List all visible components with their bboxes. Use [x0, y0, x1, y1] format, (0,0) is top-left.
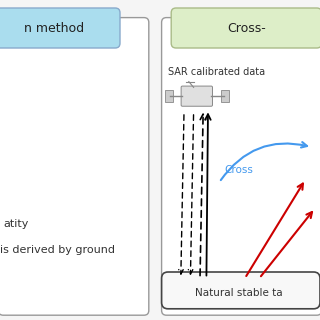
Text: Natural stable ta: Natural stable ta: [195, 288, 282, 298]
FancyBboxPatch shape: [181, 86, 212, 106]
Text: n method: n method: [24, 21, 84, 35]
Text: atity: atity: [3, 219, 28, 229]
Text: Cross-: Cross-: [227, 21, 266, 35]
FancyBboxPatch shape: [221, 90, 229, 102]
FancyBboxPatch shape: [165, 90, 173, 102]
Text: is derived by ground: is derived by ground: [0, 244, 115, 255]
FancyBboxPatch shape: [171, 8, 320, 48]
FancyBboxPatch shape: [0, 18, 149, 315]
FancyBboxPatch shape: [0, 8, 120, 48]
FancyBboxPatch shape: [162, 18, 320, 315]
Text: SAR calibrated data: SAR calibrated data: [168, 67, 265, 77]
FancyBboxPatch shape: [162, 272, 320, 309]
Text: Cross: Cross: [224, 164, 253, 175]
